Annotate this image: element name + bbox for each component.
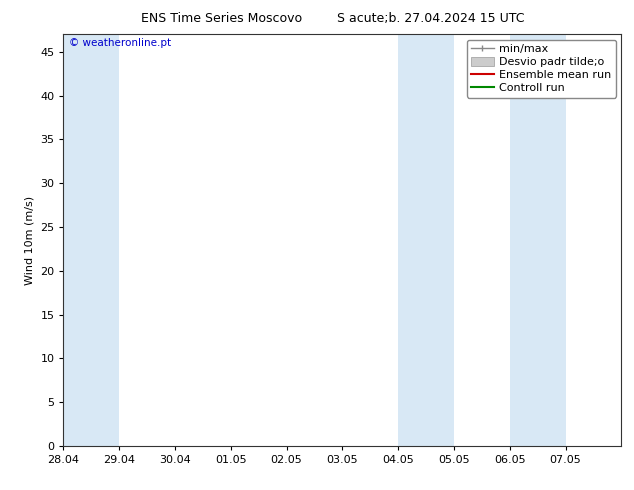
Text: © weatheronline.pt: © weatheronline.pt bbox=[69, 38, 171, 49]
Legend: min/max, Desvio padr tilde;o, Ensemble mean run, Controll run: min/max, Desvio padr tilde;o, Ensemble m… bbox=[467, 40, 616, 98]
Text: S acute;b. 27.04.2024 15 UTC: S acute;b. 27.04.2024 15 UTC bbox=[337, 12, 525, 25]
Bar bbox=[510, 34, 566, 446]
Y-axis label: Wind 10m (m/s): Wind 10m (m/s) bbox=[25, 196, 35, 285]
Bar bbox=[63, 34, 119, 446]
Bar bbox=[398, 34, 454, 446]
Text: ENS Time Series Moscovo: ENS Time Series Moscovo bbox=[141, 12, 302, 25]
